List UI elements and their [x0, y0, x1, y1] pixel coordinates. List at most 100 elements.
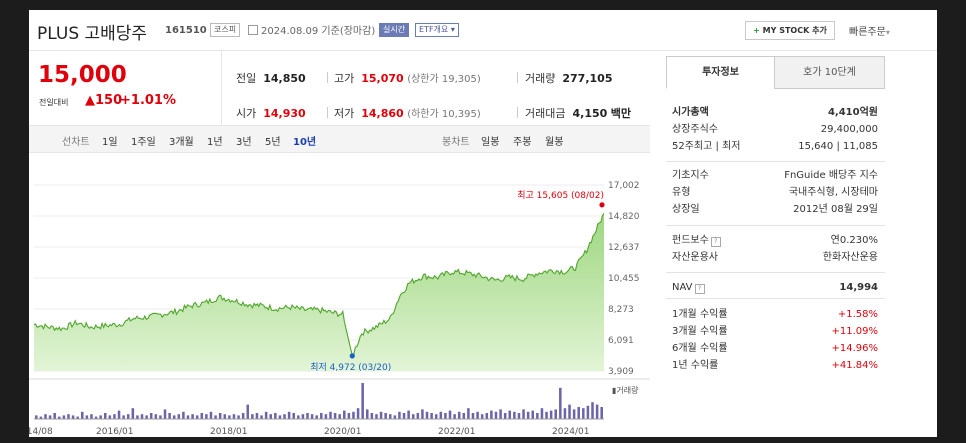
price-change-percent: +1.01%	[120, 93, 176, 108]
tab-1d[interactable]: 1일	[102, 137, 118, 148]
tab-3y[interactable]: 3년	[236, 137, 252, 148]
y-tick-label: 6,091	[608, 336, 634, 346]
realtime-button[interactable]: 실시간	[379, 23, 410, 37]
tab-5y[interactable]: 5년	[265, 137, 281, 148]
x-tick-label: 2024/01	[552, 427, 589, 437]
price-area	[34, 213, 604, 371]
return-row: 1개월 수익률 +1.58%	[672, 307, 878, 323]
x-tick-label: 2016/01	[96, 427, 133, 437]
info-row: 자산운용사 한화자산운용	[672, 250, 878, 266]
return-row-value: +41.84%	[831, 360, 878, 371]
return-row: 6개월 수익률 +14.96%	[672, 341, 878, 357]
investment-info-panel: 투자정보 호가 10단계 시가총액 4,410억원 상장주식수 29,400,0…	[666, 56, 885, 437]
nav-value: 14,994	[839, 282, 878, 293]
chart-tab-bar: 선차트 1일 1주일 3개월 1년 3년 5년 10년 봉차트 일봉 주봉 월봉	[29, 126, 650, 153]
y-tick-label: 12,637	[608, 243, 640, 253]
y-tick-label: 10,455	[608, 274, 640, 284]
trade-value: 거래대금 4,150 백만	[525, 107, 632, 120]
add-mystock-button[interactable]: + MY STOCK 추가	[745, 21, 835, 40]
tab-1w[interactable]: 1주일	[131, 137, 156, 148]
tab-orderbook[interactable]: 호가 10단계	[774, 56, 885, 89]
low-marker	[349, 353, 355, 359]
y-tick-label: 8,273	[608, 305, 634, 315]
low-price: 저가 14,860 (하한가 10,395)	[334, 107, 481, 120]
low-annotation: 최저 4,972 (03/20)	[310, 362, 391, 373]
info-row: 시가총액 4,410억원	[672, 105, 878, 121]
tab-weekly[interactable]: 주봉	[513, 137, 532, 148]
tab-monthly[interactable]: 월봉	[545, 137, 564, 148]
nav-row: NAV? 14,994	[672, 280, 878, 296]
y-tick-label: 3,909	[608, 367, 634, 377]
info-row-value: 한화자산운용	[822, 252, 878, 263]
tab-daily[interactable]: 일봉	[481, 137, 500, 148]
current-price: 15,000	[38, 62, 127, 88]
price-line	[33, 213, 605, 356]
quick-order-button[interactable]: 빠른주문▾	[849, 27, 890, 38]
return-row-label: 1년 수익률	[672, 360, 719, 371]
return-row-label: 6개월 수익률	[672, 343, 728, 354]
chevron-down-icon: ▾	[885, 28, 890, 37]
price-chart[interactable]: 17,002 14,820 12,637 10,455 8,273 6,091 3,909 최…	[29, 152, 650, 437]
info-row-label: 52주최고 | 최저	[672, 141, 741, 152]
high-annotation: 최고 15,605 (08/02)	[517, 190, 604, 201]
y-tick-label: 14,820	[608, 212, 640, 222]
y-tick-label: 17,002	[608, 181, 640, 191]
info-row-value: 4,410억원	[827, 107, 878, 118]
tab-1y[interactable]: 1년	[207, 137, 223, 148]
plus-icon: +	[753, 26, 760, 35]
return-row: 1년 수익률 +41.84%	[672, 358, 878, 374]
chevron-down-icon: ▾	[450, 25, 455, 34]
prev-close: 전일 14,850	[236, 72, 306, 85]
x-tick-label: 2022/01	[438, 427, 475, 437]
info-row-value: FnGuide 배당주 지수	[784, 170, 878, 181]
quote-date: 2024.08.09 기준(장마감)	[248, 22, 375, 37]
quote-panel: 15,000 전일대비 ▲150 +1.01% 전일 14,850 고가 15,…	[29, 50, 650, 126]
return-row-value: +14.96%	[831, 343, 878, 354]
separator	[517, 107, 518, 118]
info-row-label: 펀드보수?	[672, 235, 721, 247]
return-row-label: 1개월 수익률	[672, 309, 728, 320]
x-tick-label: 2014/08	[29, 427, 53, 437]
change-label: 전일대비	[39, 98, 69, 107]
info-tabs: 투자정보 호가 10단계	[666, 56, 885, 89]
info-row: 52주최고 | 최저 15,640 | 11,085	[672, 139, 878, 155]
info-row-label: 자산운용사	[672, 252, 718, 263]
calendar-icon	[248, 25, 258, 35]
x-tick-label: 2020/01	[324, 427, 361, 437]
stock-panel: PLUS 고배당주 161510 코스피 2024.08.09 기준(장마감) …	[29, 10, 937, 437]
info-row: 펀드보수? 연0.230%	[672, 233, 878, 249]
high-marker	[599, 202, 605, 208]
stock-header: PLUS 고배당주 161510 코스피 2024.08.09 기준(장마감) …	[29, 10, 937, 51]
separator	[517, 72, 518, 83]
candle-chart-label: 봉차트	[442, 137, 470, 148]
line-chart-label: 선차트	[62, 137, 90, 148]
help-icon[interactable]: ?	[710, 237, 721, 247]
help-icon[interactable]: ?	[694, 284, 705, 294]
etf-overview-button[interactable]: ETF개요 ▾	[415, 23, 459, 37]
tab-investment-info[interactable]: 투자정보	[666, 56, 775, 89]
divider	[221, 50, 222, 125]
nav-label: NAV?	[672, 282, 705, 294]
separator	[327, 107, 328, 118]
return-row-label: 3개월 수익률	[672, 326, 728, 337]
info-row-label: 상장주식수	[672, 124, 718, 135]
info-row-label: 상장일	[672, 204, 700, 215]
info-row: 유형 국내주식형, 시장테마	[672, 185, 878, 201]
info-row: 상장일 2012년 08월 29일	[672, 202, 878, 218]
divider	[666, 272, 885, 273]
info-row-value: 연0.230%	[830, 235, 878, 246]
volume: 거래량 277,105	[525, 72, 613, 85]
info-row-value: 2012년 08월 29일	[793, 204, 878, 215]
stock-name: PLUS 고배당주	[37, 24, 148, 44]
tab-3m[interactable]: 3개월	[169, 137, 194, 148]
info-row-value: 15,640 | 11,085	[798, 141, 878, 152]
price-change: ▲150	[85, 93, 123, 108]
return-row-value: +1.58%	[837, 309, 878, 320]
info-row: 기초지수 FnGuide 배당주 지수	[672, 168, 878, 184]
info-row-label: 시가총액	[672, 107, 709, 118]
info-row-value: 29,400,000	[820, 124, 878, 135]
info-row: 상장주식수 29,400,000	[672, 122, 878, 138]
tab-10y[interactable]: 10년	[293, 137, 317, 148]
info-row-value: 국내주식형, 시장테마	[788, 187, 878, 198]
divider	[666, 298, 885, 299]
